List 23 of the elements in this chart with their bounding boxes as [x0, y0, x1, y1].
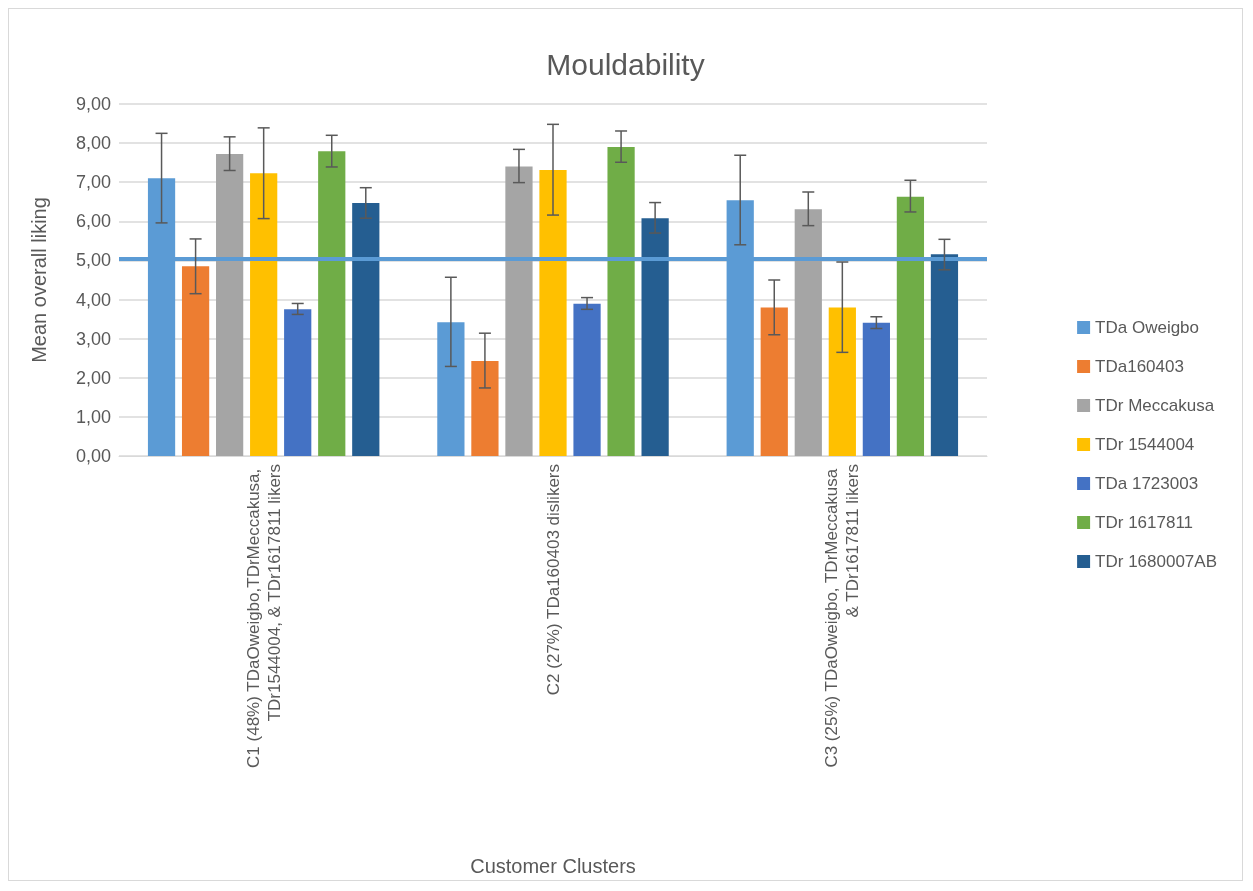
y-tick-label: 8,00	[75, 133, 111, 154]
y-tick-label: 7,00	[75, 172, 111, 193]
x-axis-title: Customer Clusters	[470, 855, 636, 877]
y-tick-label: 9,00	[75, 94, 111, 114]
y-tick-label: 6,00	[75, 211, 111, 232]
legend-label: TDr 1680007AB	[1095, 552, 1217, 571]
legend-label: TDr 1617811	[1095, 513, 1194, 532]
legend-label: TDa160403	[1095, 357, 1184, 376]
y-tick-label: 1,00	[75, 406, 111, 427]
x-tick-label: C2 (27%) TDa160403 dislikers	[543, 464, 563, 696]
chart-title: Mouldability	[546, 47, 705, 81]
y-tick-label: 5,00	[75, 250, 111, 271]
y-axis-title: Mean overall liking	[28, 197, 50, 363]
y-tick-label: 4,00	[75, 289, 111, 310]
x-tick-label: C3 (25%) TDaOweigbo, TDrMeccakusa & TDr1617811 likers	[822, 464, 863, 768]
legend-label: TDr Meccakusa	[1095, 396, 1215, 415]
y-tick-label: 0,00	[75, 446, 111, 466]
legend-label: TDr 1544004	[1095, 435, 1195, 454]
x-tick-label: C1 (48%) TDaOweigbo,TDrMeccakusa, TDr1544004, & TDr1617811 likers	[243, 464, 284, 768]
y-tick-label: 2,00	[75, 367, 111, 388]
legend-label: TDa 1723003	[1095, 474, 1199, 493]
y-tick-label: 3,00	[75, 328, 111, 349]
legend-label: TDa Oweigbo	[1095, 318, 1200, 337]
